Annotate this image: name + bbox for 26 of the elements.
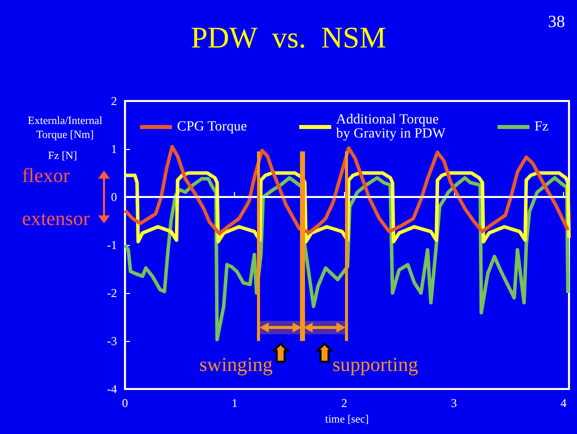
y-tick-label: -2 [107, 286, 117, 300]
x-tick-label: 4 [560, 396, 567, 410]
x-tick-label: 2 [341, 396, 348, 410]
legend-label: Additional Torque by Gravity in PDW [336, 112, 446, 142]
x-axis-title: time [sec] [325, 413, 369, 426]
y-tick-label: -1 [107, 238, 117, 252]
legend-label: supporting [332, 354, 418, 377]
y-tick-label: 0 [111, 190, 117, 204]
y-tick-label: -4 [107, 382, 117, 396]
legend-label: CPG Torque [177, 120, 247, 134]
x-tick-label: 1 [232, 396, 238, 410]
y-tick-label: -3 [107, 334, 117, 348]
text: 38 [548, 12, 565, 32]
text: Fz [N] [48, 150, 78, 162]
x-tick-label: 0 [122, 396, 128, 410]
line-series [123, 144, 570, 236]
y-axis-title: Externla/Internal Torque [Nm] [26, 114, 104, 142]
legend-label: Fz [534, 120, 548, 134]
text: extensor [22, 208, 90, 231]
text: flexor [22, 165, 70, 188]
line-series [123, 171, 571, 244]
band-label: swinging [199, 354, 273, 377]
x-tick-label: 3 [450, 396, 457, 410]
y-tick-label: 1 [111, 142, 117, 156]
y-tick-label: 2 [111, 94, 117, 108]
chart-title: PDW vs. NSM [190, 22, 386, 54]
